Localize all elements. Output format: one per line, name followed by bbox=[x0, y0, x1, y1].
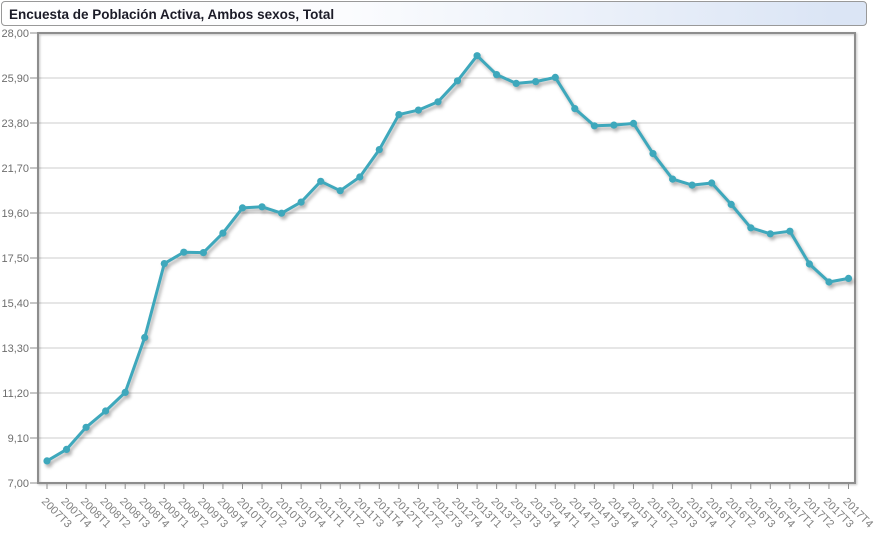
data-point-2017T1[interactable] bbox=[786, 227, 794, 235]
data-point-2011T2[interactable] bbox=[336, 187, 344, 195]
y-axis-tick-label: 25,90 bbox=[1, 73, 29, 85]
data-point-2008T3[interactable] bbox=[121, 388, 129, 396]
data-point-2011T1[interactable] bbox=[317, 177, 325, 185]
data-point-2012T4[interactable] bbox=[453, 77, 462, 85]
data-point-2008T2[interactable] bbox=[102, 407, 110, 415]
data-point-2007T3[interactable] bbox=[43, 457, 51, 465]
data-point-2013T2[interactable] bbox=[493, 71, 501, 79]
y-axis-tick-label: 11,20 bbox=[2, 388, 29, 400]
chart-title: Encuesta de Población Activa, Ambos sexo… bbox=[9, 7, 335, 22]
data-point-2008T1[interactable] bbox=[82, 423, 90, 431]
data-point-2013T1[interactable] bbox=[473, 52, 481, 60]
y-axis-tick-label: 21,70 bbox=[1, 163, 29, 175]
y-axis-tick-label: 15,40 bbox=[1, 298, 29, 310]
series-line bbox=[45, 54, 850, 463]
data-point-2016T3[interactable] bbox=[747, 224, 755, 232]
data-point-2008T4[interactable] bbox=[141, 333, 149, 342]
data-point-2010T4[interactable] bbox=[297, 198, 305, 206]
data-point-2007T4[interactable] bbox=[62, 445, 71, 453]
data-point-2012T2[interactable] bbox=[414, 106, 422, 114]
data-point-2014T1[interactable] bbox=[551, 73, 559, 81]
data-point-2014T3[interactable] bbox=[590, 122, 599, 130]
series-unemployment-rate bbox=[43, 52, 853, 465]
data-point-2015T3[interactable] bbox=[669, 175, 677, 183]
y-axis-tick-label: 19,60 bbox=[1, 208, 29, 220]
y-axis-tick-label: 13,30 bbox=[1, 343, 29, 355]
chart-title-bar: Encuesta de Población Activa, Ambos sexo… bbox=[1, 1, 867, 26]
data-point-2009T1[interactable] bbox=[160, 260, 168, 268]
data-point-2011T3[interactable] bbox=[356, 173, 364, 181]
data-point-2010T1[interactable] bbox=[238, 204, 247, 212]
y-axis-tick-label: 17,50 bbox=[1, 253, 29, 265]
data-point-2009T4[interactable] bbox=[219, 229, 227, 237]
data-point-2012T1[interactable] bbox=[395, 111, 403, 119]
data-point-2014T4[interactable] bbox=[610, 121, 618, 129]
data-point-2011T4[interactable] bbox=[375, 146, 383, 154]
data-point-2010T3[interactable] bbox=[278, 209, 286, 217]
data-point-2016T4[interactable] bbox=[766, 230, 774, 238]
data-point-2017T2[interactable] bbox=[805, 260, 814, 268]
data-point-2017T3[interactable] bbox=[825, 278, 833, 286]
data-point-2013T4[interactable] bbox=[532, 78, 540, 86]
data-point-2010T2[interactable] bbox=[258, 203, 266, 211]
y-axis-tick-label: 7,00 bbox=[8, 478, 29, 490]
y-axis-tick-label: 9,10 bbox=[8, 433, 29, 445]
data-point-2012T3[interactable] bbox=[434, 98, 442, 106]
data-point-2016T2[interactable] bbox=[727, 200, 735, 208]
data-point-2015T2[interactable] bbox=[649, 150, 657, 158]
data-point-2017T4[interactable] bbox=[844, 274, 853, 282]
data-point-2013T3[interactable] bbox=[512, 79, 520, 87]
data-point-2015T4[interactable] bbox=[688, 181, 696, 189]
data-point-2009T3[interactable] bbox=[199, 249, 207, 257]
y-axis-tick-label: 28,00 bbox=[1, 28, 29, 40]
data-point-2016T1[interactable] bbox=[708, 179, 716, 187]
data-point-2009T2[interactable] bbox=[180, 248, 188, 256]
data-point-2014T2[interactable] bbox=[571, 105, 579, 113]
data-point-2015T1[interactable] bbox=[629, 119, 638, 127]
y-axis-tick-label: 23,80 bbox=[1, 118, 29, 130]
